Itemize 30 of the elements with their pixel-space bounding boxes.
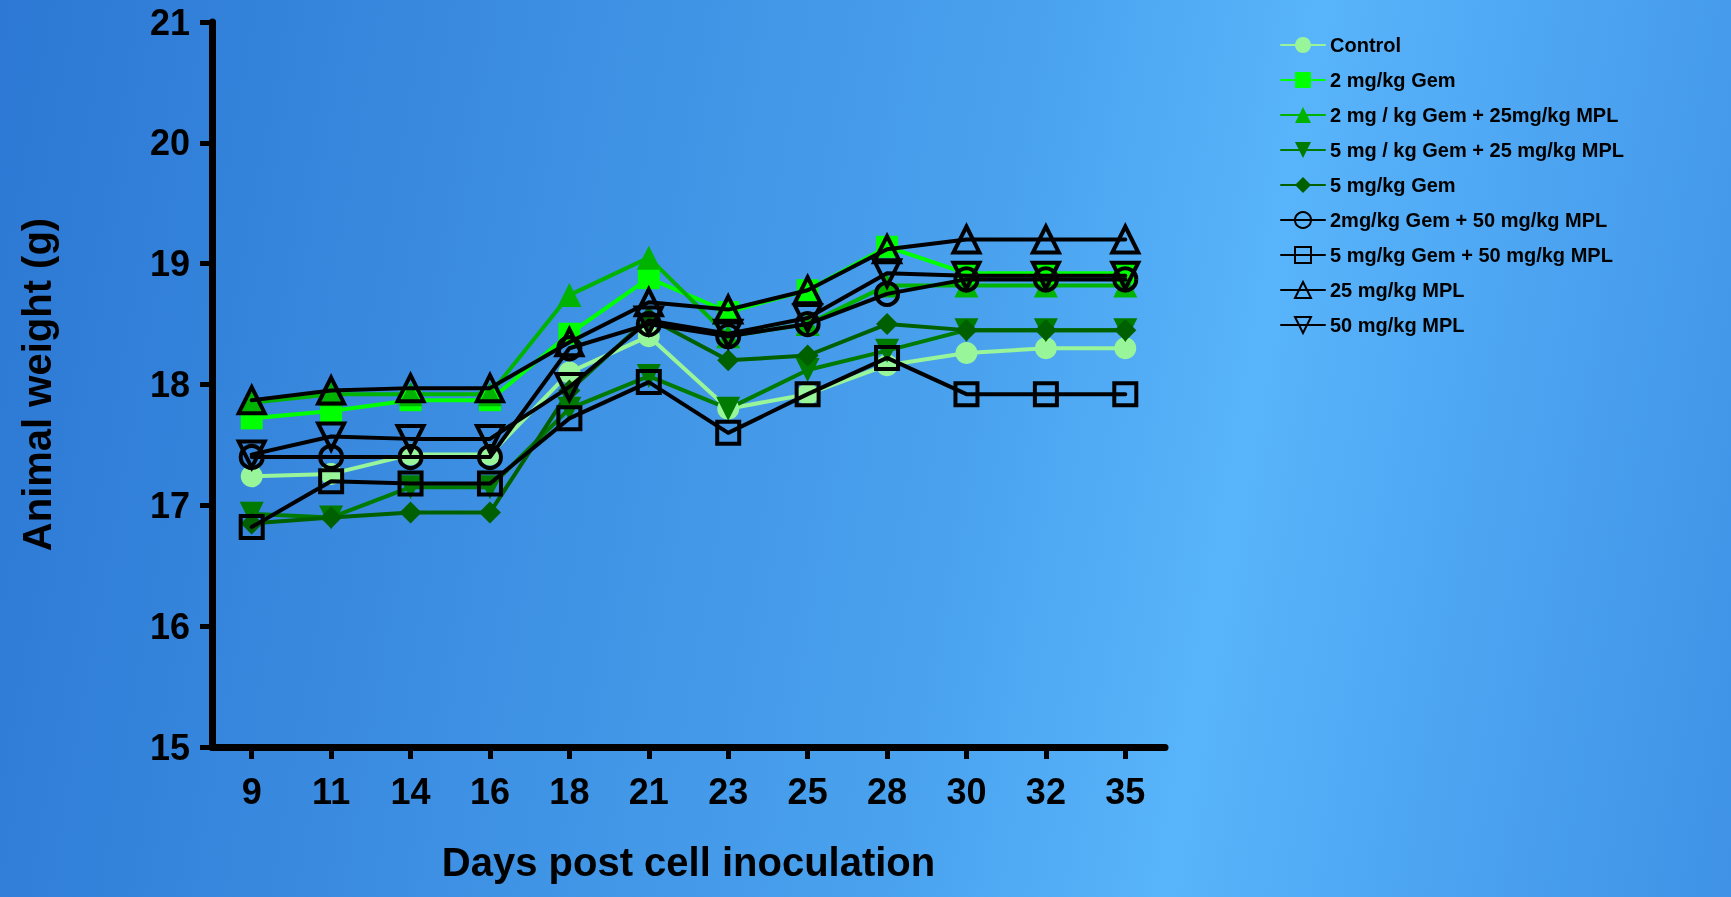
x-tick-label: 35 <box>1105 770 1146 812</box>
legend-label: 5 mg/kg Gem + 50 mg/kg MPL <box>1330 244 1613 266</box>
x-axis-title: Days post cell inoculation <box>441 840 936 884</box>
legend-label: 50 mg/kg MPL <box>1330 314 1465 336</box>
legend-label: Control <box>1330 34 1402 56</box>
legend-label: 2 mg / kg Gem + 25mg/kg MPL <box>1330 104 1619 126</box>
x-tick-label: 30 <box>946 770 987 812</box>
x-tick-label: 18 <box>549 770 590 812</box>
x-tick-label: 16 <box>469 770 510 812</box>
x-tick-label: 11 <box>312 770 351 812</box>
y-tick-label: 21 <box>149 1 190 43</box>
legend-label: 2mg/kg Gem + 50 mg/kg MPL <box>1330 209 1608 231</box>
legend-label: 25 mg/kg MPL <box>1330 279 1465 301</box>
x-tick-label: 28 <box>867 770 908 812</box>
x-tick-label: 14 <box>390 770 431 812</box>
y-axis-title: Animal weight (g) <box>15 217 59 552</box>
x-tick-label: 21 <box>628 770 669 812</box>
x-tick-label: 9 <box>241 770 262 812</box>
y-tick-label: 16 <box>149 605 190 647</box>
y-tick-label: 15 <box>149 726 190 768</box>
x-tick-label: 23 <box>708 770 749 812</box>
y-tick-label: 18 <box>149 364 190 405</box>
y-tick-label: 20 <box>149 122 190 164</box>
y-tick-label: 17 <box>149 484 190 526</box>
legend-label: 5 mg/kg Gem <box>1330 174 1456 196</box>
legend-label: 2 mg/kg Gem <box>1330 69 1456 91</box>
x-tick-label: 25 <box>787 770 828 812</box>
x-tick-label: 32 <box>1025 770 1066 812</box>
y-tick-label: 19 <box>149 243 190 285</box>
legend-label: 5 mg / kg Gem + 25 mg/kg MPL <box>1330 139 1624 161</box>
